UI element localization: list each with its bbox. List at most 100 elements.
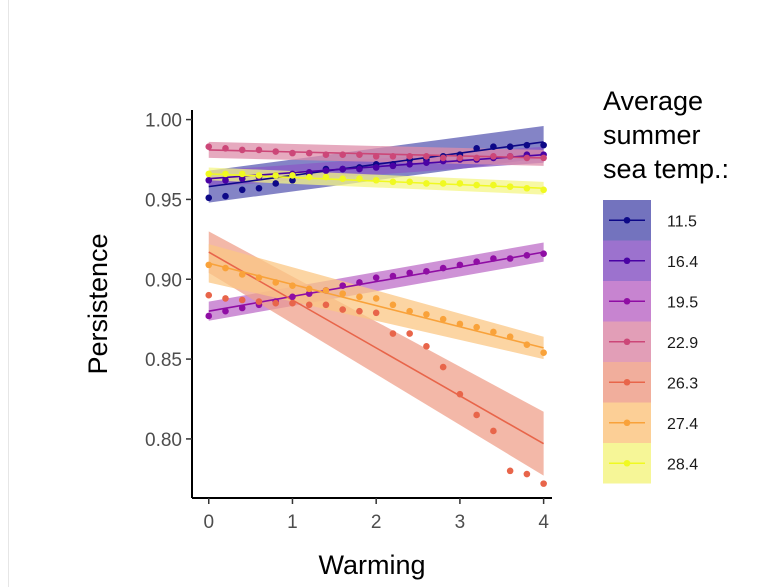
series-11-5-point xyxy=(506,143,514,151)
series-22-9-point xyxy=(305,149,313,157)
series-16-4-point xyxy=(238,175,246,182)
legend-key-22-9-label: 22.9 xyxy=(667,335,698,352)
series-19-5-point xyxy=(506,255,514,262)
series-28-4-point xyxy=(222,170,229,178)
legend-key-19-5-dot xyxy=(623,297,631,305)
series-26-3-point xyxy=(238,296,246,304)
series-27-4-point xyxy=(523,341,531,349)
series-27-4-point xyxy=(506,333,514,341)
series-22-9-point xyxy=(255,146,263,154)
series-11-5-point xyxy=(255,184,263,192)
series-22-9-point xyxy=(473,154,480,162)
legend-key-26-3-dot xyxy=(623,378,631,386)
x-tick-label: 4 xyxy=(538,512,549,533)
series-19-5-point xyxy=(238,304,246,312)
legend-title-line-2: summer xyxy=(603,120,701,150)
series-26-3-point xyxy=(389,330,397,337)
series-27-4-point xyxy=(272,279,280,286)
series-16-4-point xyxy=(322,167,330,174)
series-27-4-point xyxy=(339,290,346,297)
series-19-5-point xyxy=(523,252,531,259)
series-19-5-point xyxy=(222,307,229,315)
series-11-5-point xyxy=(289,176,296,184)
legend-title-line-3: sea temp.: xyxy=(603,154,729,184)
series-28-4-point xyxy=(523,184,531,192)
series-19-5-point xyxy=(289,293,296,301)
series-22-9-point xyxy=(272,148,280,155)
series-27-4-point xyxy=(356,293,363,301)
legend-key-16-4-dot xyxy=(623,257,631,265)
series-27-4-point xyxy=(205,261,213,269)
series-22-9-point xyxy=(222,145,229,152)
series-22-9-point xyxy=(289,149,296,157)
series-28-4-point xyxy=(456,180,464,187)
series-11-5-point xyxy=(473,145,480,152)
legend-key-28-4-dot xyxy=(623,459,631,467)
series-26-3-point xyxy=(356,307,363,315)
series-28-4-point xyxy=(473,181,480,189)
x-tick-label: 2 xyxy=(371,512,382,533)
legend-key-27-4-dot xyxy=(623,419,631,427)
legend-key-22-9-dot xyxy=(623,338,631,346)
legend-title-line-1: Average xyxy=(603,86,703,116)
series-11-5-point xyxy=(205,194,213,202)
series-28-4-point xyxy=(255,172,263,179)
legend-key-11-5-dot xyxy=(623,216,631,224)
series-19-5-point xyxy=(339,282,346,289)
series-19-5-point xyxy=(356,279,363,286)
series-27-4-point xyxy=(490,328,497,336)
series-16-4-point xyxy=(389,162,397,170)
series-11-5-point xyxy=(272,180,280,187)
series-26-3-point xyxy=(423,343,430,350)
series-22-9-point xyxy=(356,151,363,159)
series-22-9-point xyxy=(339,151,346,159)
series-26-3-point xyxy=(289,299,296,307)
series-16-4-point xyxy=(205,176,213,184)
series-11-5-point xyxy=(222,192,229,200)
series-22-9-point xyxy=(389,153,397,160)
series-22-9-point xyxy=(322,151,330,159)
series-22-9-point xyxy=(490,153,497,160)
series-28-4-point xyxy=(439,180,447,187)
series-26-3-point xyxy=(222,295,229,302)
series-27-4-point xyxy=(456,320,464,328)
series-19-5-point xyxy=(406,269,413,277)
series-28-4-point xyxy=(540,186,547,194)
series-19-5-point xyxy=(389,272,397,280)
series-22-9-point xyxy=(456,154,464,162)
series-19-5-point xyxy=(490,255,497,262)
series-26-3-point xyxy=(372,309,380,317)
y-tick-label: 0.85 xyxy=(145,350,182,371)
series-26-3-point xyxy=(339,306,346,313)
series-26-3-point xyxy=(490,427,497,435)
legend-key-26-3-label: 26.3 xyxy=(667,375,698,392)
y-axis-title: Persistence xyxy=(83,233,113,374)
series-27-4-point xyxy=(322,287,330,294)
x-axis-ticks: 0 1 2 3 4 xyxy=(203,498,549,533)
left-divider-line xyxy=(8,0,9,587)
series-26-3-point xyxy=(305,301,313,309)
series-28-4-point xyxy=(322,173,330,181)
series-22-9-point xyxy=(205,143,213,151)
series-26-3-point xyxy=(272,299,280,307)
series-22-9-point xyxy=(540,154,547,162)
series-19-5-point xyxy=(540,250,547,258)
series-26-3-point xyxy=(255,298,263,305)
series-27-4-point xyxy=(222,264,229,272)
series-28-4-point xyxy=(423,180,430,187)
series-27-4-point xyxy=(423,311,430,318)
series-19-5-point xyxy=(305,290,313,297)
series-27-4-point xyxy=(372,295,380,302)
series-28-4-point xyxy=(490,181,497,189)
series-27-4-point xyxy=(389,301,397,309)
y-tick-label: 0.90 xyxy=(145,270,182,291)
series-22-9-point xyxy=(523,154,531,162)
series-16-4-point xyxy=(339,165,346,173)
series-19-5-point xyxy=(473,258,480,265)
series-22-9-point xyxy=(439,154,447,162)
legend-key-28-4-label: 28.4 xyxy=(667,456,698,473)
series-22-9-point xyxy=(372,153,380,160)
series-26-3-point xyxy=(322,301,330,309)
series-27-4-point xyxy=(238,271,246,278)
